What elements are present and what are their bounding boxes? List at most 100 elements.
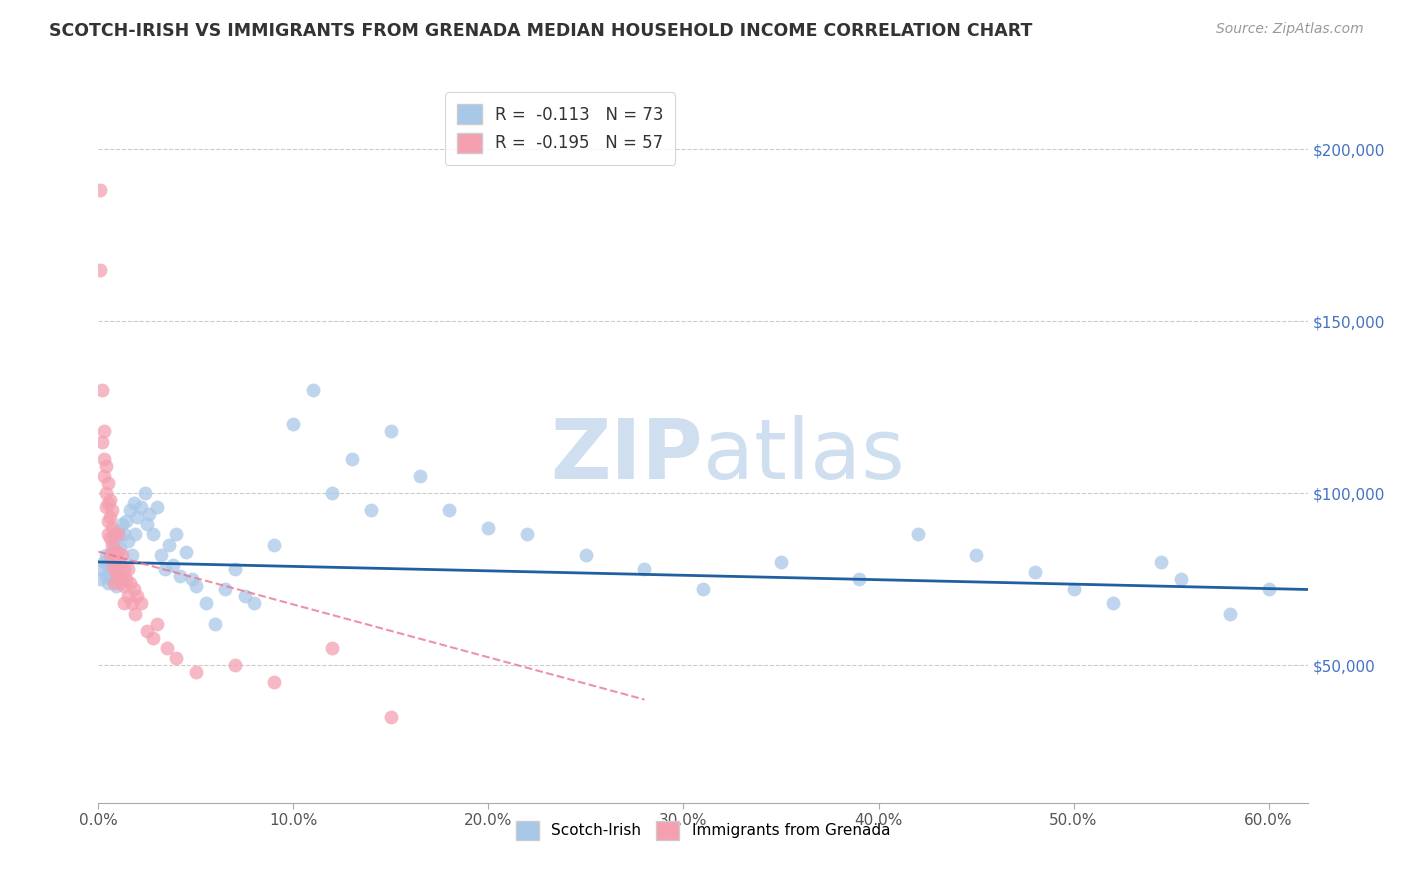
Point	[103, 544, 125, 558]
Point	[146, 500, 169, 514]
Point	[575, 548, 598, 562]
Point	[149, 548, 172, 562]
Point	[103, 558, 125, 573]
Point	[136, 517, 159, 532]
Point	[104, 566, 127, 580]
Point	[1063, 582, 1085, 597]
Point	[93, 424, 115, 438]
Point	[633, 562, 655, 576]
Point	[118, 575, 141, 590]
Text: ZIP: ZIP	[551, 416, 703, 497]
Point	[162, 558, 184, 573]
Legend: Scotch-Irish, Immigrants from Grenada: Scotch-Irish, Immigrants from Grenada	[510, 815, 896, 846]
Point	[96, 568, 118, 582]
Point	[97, 496, 120, 510]
Point	[263, 675, 285, 690]
Point	[131, 596, 153, 610]
Point	[97, 575, 120, 590]
Point	[142, 527, 165, 541]
Point	[98, 531, 121, 545]
Point	[98, 493, 121, 508]
Point	[340, 451, 363, 466]
Point	[112, 596, 135, 610]
Point	[107, 572, 129, 586]
Point	[142, 631, 165, 645]
Point	[108, 575, 131, 590]
Point	[848, 572, 870, 586]
Text: SCOTCH-IRISH VS IMMIGRANTS FROM GRENADA MEDIAN HOUSEHOLD INCOME CORRELATION CHAR: SCOTCH-IRISH VS IMMIGRANTS FROM GRENADA …	[49, 22, 1032, 40]
Text: atlas: atlas	[703, 416, 904, 497]
Point	[907, 527, 929, 541]
Point	[302, 383, 325, 397]
Point	[91, 434, 114, 449]
Point	[97, 527, 120, 541]
Point	[114, 572, 136, 586]
Point	[360, 503, 382, 517]
Point	[156, 640, 179, 655]
Point	[117, 534, 139, 549]
Point	[111, 568, 134, 582]
Point	[103, 562, 125, 576]
Point	[97, 514, 120, 528]
Point	[117, 562, 139, 576]
Point	[111, 548, 134, 562]
Point	[1219, 607, 1241, 621]
Point	[1024, 566, 1046, 580]
Point	[89, 183, 111, 197]
Point	[97, 558, 120, 573]
Point	[112, 527, 135, 541]
Point	[96, 486, 118, 500]
Point	[97, 475, 120, 490]
Point	[321, 486, 343, 500]
Point	[121, 596, 143, 610]
Point	[165, 651, 187, 665]
Point	[692, 582, 714, 597]
Point	[101, 555, 124, 569]
Point	[181, 572, 204, 586]
Point	[107, 568, 129, 582]
Point	[131, 500, 153, 514]
Point	[96, 548, 118, 562]
Point	[380, 424, 402, 438]
Point	[516, 527, 538, 541]
Point	[184, 579, 207, 593]
Point	[103, 527, 125, 541]
Point	[134, 486, 156, 500]
Point	[122, 496, 145, 510]
Point	[121, 548, 143, 562]
Point	[112, 562, 135, 576]
Point	[124, 527, 146, 541]
Point	[169, 568, 191, 582]
Point	[224, 562, 246, 576]
Point	[104, 579, 127, 593]
Point	[122, 582, 145, 597]
Point	[409, 469, 432, 483]
Point	[124, 607, 146, 621]
Point	[233, 590, 256, 604]
Point	[1170, 572, 1192, 586]
Point	[103, 538, 125, 552]
Point	[98, 510, 121, 524]
Point	[89, 262, 111, 277]
Point	[91, 562, 114, 576]
Point	[118, 503, 141, 517]
Point	[136, 624, 159, 638]
Point	[117, 590, 139, 604]
Point	[108, 558, 131, 573]
Point	[127, 590, 149, 604]
Point	[157, 538, 180, 552]
Text: Source: ZipAtlas.com: Source: ZipAtlas.com	[1216, 22, 1364, 37]
Point	[89, 572, 111, 586]
Point	[153, 562, 176, 576]
Point	[1150, 555, 1173, 569]
Point	[93, 555, 115, 569]
Point	[127, 510, 149, 524]
Point	[96, 500, 118, 514]
Point	[103, 575, 125, 590]
Point	[138, 507, 160, 521]
Point	[439, 503, 461, 517]
Point	[184, 665, 207, 679]
Point	[111, 517, 134, 532]
Point	[477, 520, 499, 534]
Point	[108, 541, 131, 556]
